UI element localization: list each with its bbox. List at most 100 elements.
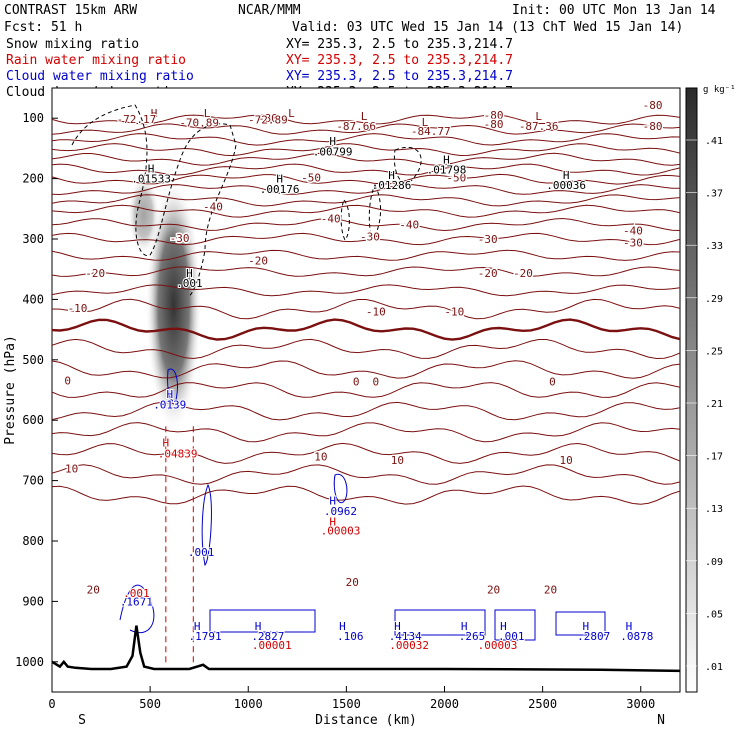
isotherm-label: 0 xyxy=(373,376,380,389)
isotherm-label: -40 xyxy=(203,200,223,213)
colorbar-tick-label: .29 xyxy=(705,294,723,305)
extremum-label: H xyxy=(329,495,336,508)
y-tick-label: 1000 xyxy=(15,655,44,669)
y-tick-label: 800 xyxy=(22,534,44,548)
extremum-label: .1671 xyxy=(120,595,153,608)
colorbar-tick-label: .17 xyxy=(705,452,723,463)
extremum-label: L xyxy=(361,110,368,123)
cloud-water-contour xyxy=(167,368,178,402)
snow-mixing-shading xyxy=(145,178,202,433)
extremum-label: .00032 xyxy=(389,639,429,652)
isotherm xyxy=(52,173,680,185)
extremum-label: .106 xyxy=(337,630,364,643)
y-tick-label: 200 xyxy=(22,172,44,186)
cloud-water-contour xyxy=(209,609,316,633)
isotherm xyxy=(52,152,680,166)
isotherm-label: 10 xyxy=(314,450,327,463)
title-center: NCAR/MMM xyxy=(238,3,301,18)
isotherm xyxy=(52,318,680,341)
extremum-label: H xyxy=(151,107,158,120)
x-axis: 0 500 1000 1500 2000 2500 3000 xyxy=(48,686,655,711)
isotherm-label: 10 xyxy=(560,454,573,467)
isotherm xyxy=(52,360,680,379)
x-tick-label: 2500 xyxy=(528,697,557,711)
isotherm-label: 10 xyxy=(391,454,404,467)
extremum-label: L xyxy=(288,107,295,120)
extremum-label: -70.89 xyxy=(179,116,219,129)
extremum-label: .001 xyxy=(123,587,150,600)
colorbar-tick-label: .01 xyxy=(705,662,723,673)
isotherm-label: -40 xyxy=(399,219,419,232)
colorbar-tick-label: .37 xyxy=(705,189,723,200)
isotherm-label: -30 xyxy=(478,233,498,246)
extremum-label: H xyxy=(626,620,633,633)
field-xy: XY= 235.3, 2.5 to 235.3,214.7 xyxy=(286,69,513,84)
extremum-label: H xyxy=(163,437,170,450)
isotherm-label: 20 xyxy=(544,583,557,596)
extremum-label: .2827 xyxy=(251,630,284,643)
extremum-label: .001 xyxy=(188,546,215,559)
forecast-hour: Fcst: 51 h xyxy=(4,20,82,35)
colorbar-unit: g kg⁻¹ xyxy=(703,85,736,95)
extremum-label: .00799 xyxy=(313,145,353,158)
header: CONTRAST 15km ARW NCAR/MMM Init: 00 UTC … xyxy=(4,3,716,100)
extremum-label: H xyxy=(255,620,262,633)
title-left: CONTRAST 15km ARW xyxy=(4,3,137,18)
extremum-label: -72.89 xyxy=(248,113,288,126)
extremum-label: .0962 xyxy=(324,505,357,518)
isotherm-label: -20 xyxy=(513,267,533,280)
extremum-label: -87.66 xyxy=(336,120,376,133)
extremum-label: .2807 xyxy=(577,630,610,643)
extremum-label: H xyxy=(329,516,336,529)
extremum-label: .04839 xyxy=(158,447,198,460)
valid-time: Valid: 03 UTC Wed 15 Jan 14 (13 ChT Wed … xyxy=(292,20,683,35)
y-tick-label: 700 xyxy=(22,474,44,488)
extremum-label: H xyxy=(443,153,450,166)
extremum-label: .1791 xyxy=(189,630,222,643)
isotherm-label: 0 xyxy=(549,376,556,389)
left-end-label: S xyxy=(78,713,86,728)
extremum-label: .00003 xyxy=(321,525,361,538)
isotherm-label: -20 xyxy=(248,255,268,268)
extremum-label: L xyxy=(535,110,542,123)
field-label: Rain water mixing ratio xyxy=(6,53,186,68)
colorbar: g kg⁻¹ .41 .37 .33 .29 .25 .21 .17 .13 .09 .05 .01 xyxy=(685,85,736,693)
isotherm xyxy=(52,338,680,360)
isotherm-label: 10 xyxy=(65,463,78,476)
x-tick-label: 1000 xyxy=(234,697,263,711)
extremum-label: .4134 xyxy=(389,630,422,643)
x-tick-label: 2000 xyxy=(430,697,459,711)
y-tick-label: 900 xyxy=(22,594,44,608)
isotherm xyxy=(52,442,680,464)
isotherm-label: -30 xyxy=(623,237,643,250)
isotherm xyxy=(52,382,680,398)
isotherm xyxy=(52,284,680,297)
extremum-label: H xyxy=(388,169,395,182)
isotherm-label: -10 xyxy=(444,305,464,318)
colorbar-tick-label: .41 xyxy=(705,136,723,147)
extremum-label: H xyxy=(194,620,201,633)
colorbar-tick-label: .33 xyxy=(705,241,723,252)
colorbar-tick-label: .05 xyxy=(705,609,723,620)
extremum-label: .001 xyxy=(498,630,525,643)
extremum-label: .01286 xyxy=(372,179,412,192)
isotherm xyxy=(52,204,680,218)
isotherm-label: 20 xyxy=(487,583,500,596)
terrain-line xyxy=(52,625,680,673)
plot-area: -80-80-80 -80-80-50 -50-40-40 -40 -40-30 -30-… xyxy=(3,87,681,728)
isotherm-label: 20 xyxy=(87,583,100,596)
y-axis: 100 200 300 400 500 600 700 800 900 1000 xyxy=(15,111,58,669)
isotherm xyxy=(52,464,680,485)
isotherm xyxy=(52,194,680,207)
extremum-label: H xyxy=(563,169,570,182)
extremum-label: -84.77 xyxy=(411,125,451,138)
isotherm-label: -80 xyxy=(643,120,663,133)
colorbar-bar xyxy=(685,87,698,693)
extremum-label: H xyxy=(186,267,193,280)
isotherm xyxy=(52,123,680,135)
isotherm-label: -50 xyxy=(301,171,321,184)
extremum-label: H xyxy=(276,173,283,186)
isotherm xyxy=(52,401,680,421)
x-tick-label: 3000 xyxy=(626,697,655,711)
